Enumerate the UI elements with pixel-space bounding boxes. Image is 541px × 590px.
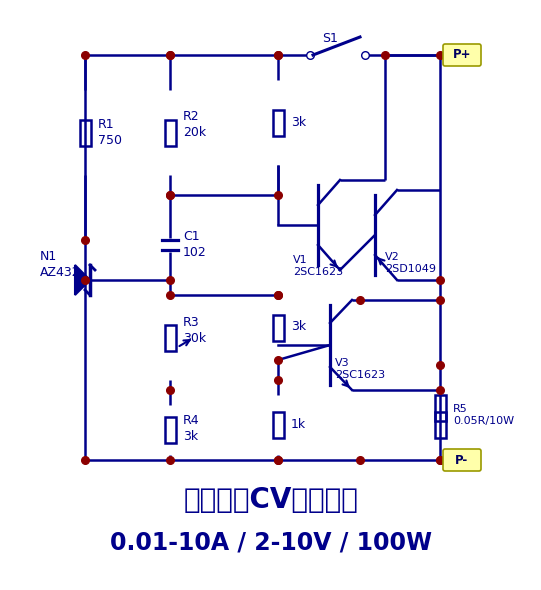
FancyBboxPatch shape: [443, 449, 481, 471]
Text: 3k: 3k: [291, 320, 306, 333]
Text: R2
20k: R2 20k: [183, 110, 206, 139]
Text: 无源可调CV电子负载: 无源可调CV电子负载: [183, 486, 359, 514]
Bar: [434, 412, 445, 438]
Bar: [164, 324, 175, 350]
Text: N1
AZ432: N1 AZ432: [40, 251, 81, 280]
Text: R4
3k: R4 3k: [183, 414, 200, 442]
Bar: [273, 110, 283, 136]
Bar: [164, 120, 175, 146]
Text: R3
30k: R3 30k: [183, 316, 206, 345]
Bar: [80, 120, 90, 146]
Bar: [164, 417, 175, 443]
Text: S1: S1: [322, 31, 338, 44]
Text: P-: P-: [456, 454, 469, 467]
Text: R5
0.05R/10W: R5 0.05R/10W: [453, 404, 514, 426]
Polygon shape: [75, 265, 90, 295]
Bar: [273, 314, 283, 340]
Text: V1
2SC1623: V1 2SC1623: [293, 255, 343, 277]
Text: 3k: 3k: [291, 116, 306, 129]
Bar: [434, 395, 445, 421]
Text: 1k: 1k: [291, 418, 306, 431]
Text: 0.01-10A / 2-10V / 100W: 0.01-10A / 2-10V / 100W: [110, 530, 432, 554]
Text: R1
750: R1 750: [98, 117, 122, 146]
Bar: [273, 412, 283, 438]
Text: P+: P+: [453, 48, 471, 61]
FancyBboxPatch shape: [443, 44, 481, 66]
Text: V2
2SD1049: V2 2SD1049: [385, 252, 436, 274]
Text: V3
2SC1623: V3 2SC1623: [335, 358, 385, 381]
Text: C1
102: C1 102: [183, 231, 207, 260]
